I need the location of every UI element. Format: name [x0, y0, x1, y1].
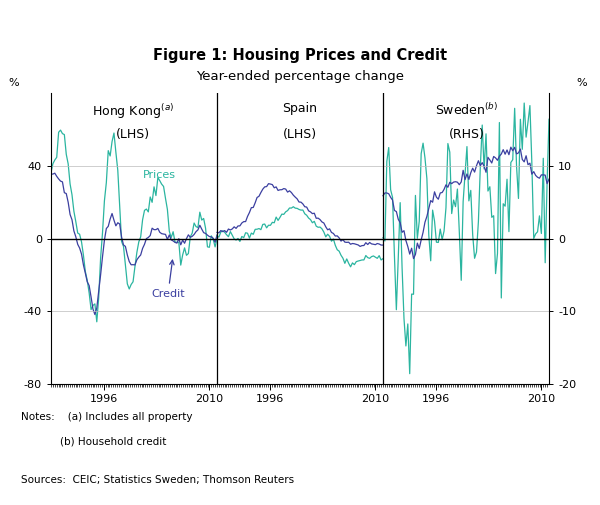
Text: (b) Household credit: (b) Household credit [21, 437, 166, 447]
Text: Figure 1: Housing Prices and Credit: Figure 1: Housing Prices and Credit [153, 48, 447, 63]
Text: Prices: Prices [143, 170, 176, 180]
Text: (LHS): (LHS) [283, 128, 317, 141]
Text: Credit: Credit [151, 260, 185, 298]
Text: (RHS): (RHS) [449, 128, 485, 141]
Text: %: % [8, 78, 19, 88]
Text: %: % [577, 78, 587, 88]
Text: Sweden$^{(b)}$: Sweden$^{(b)}$ [435, 102, 499, 118]
Text: Year-ended percentage change: Year-ended percentage change [196, 70, 404, 83]
Text: Sources:  CEIC; Statistics Sweden; Thomson Reuters: Sources: CEIC; Statistics Sweden; Thomso… [21, 475, 294, 485]
Text: Spain: Spain [283, 102, 317, 115]
Text: (LHS): (LHS) [116, 128, 150, 141]
Text: Hong Kong$^{(a)}$: Hong Kong$^{(a)}$ [92, 102, 174, 121]
Text: Notes:    (a) Includes all property: Notes: (a) Includes all property [21, 412, 193, 422]
